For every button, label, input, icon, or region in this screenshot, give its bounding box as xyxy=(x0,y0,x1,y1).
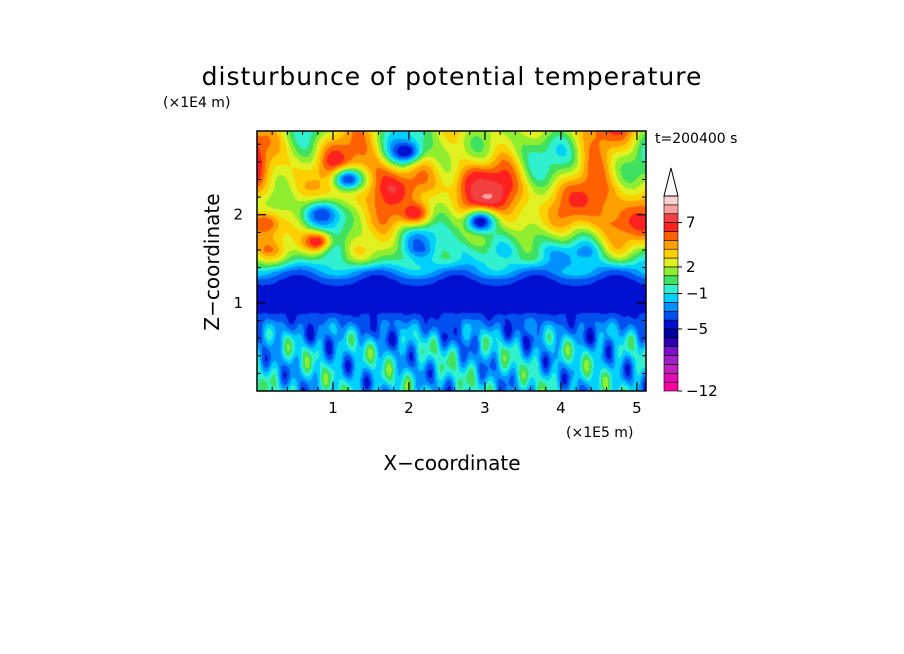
contour-field xyxy=(257,131,646,391)
x-tick-label: 5 xyxy=(632,399,642,417)
colorbar-segment xyxy=(663,240,679,250)
y-tick-label: 2 xyxy=(233,206,243,224)
colorbar-extend-arrow xyxy=(663,167,679,197)
colorbar-segment xyxy=(663,257,679,268)
colorbar-segment xyxy=(663,337,679,347)
plot-frame xyxy=(256,130,647,392)
colorbar-tick-label: −5 xyxy=(686,320,708,338)
y-axis-title: Z−coordinate xyxy=(200,193,224,330)
x-tick-label: 2 xyxy=(404,399,414,417)
colorbar-tick-label: −1 xyxy=(686,285,708,303)
colorbar-segment xyxy=(663,328,679,339)
plot-area: 1 2 3 4 5 1 2 xyxy=(233,130,647,417)
chart-title: disturbunce of potential temperature xyxy=(202,62,703,91)
x-tick-label: 4 xyxy=(556,399,566,417)
colorbar-segment xyxy=(663,310,679,321)
colorbar-segment xyxy=(663,266,679,277)
colorbar-tick-label: −12 xyxy=(686,382,718,400)
colorbar-segment xyxy=(663,381,679,392)
y-scale-label: (×1E4 m) xyxy=(163,95,230,111)
x-scale-label: (×1E5 m) xyxy=(566,425,633,441)
colorbar-segment xyxy=(663,293,679,303)
colorbar-tick-label: 2 xyxy=(686,258,696,276)
colorbar-segment xyxy=(663,302,679,312)
colorbar-segment xyxy=(663,231,679,241)
colorbar-segment xyxy=(663,248,679,259)
x-tick-label: 3 xyxy=(480,399,490,417)
colorbar: 7 2 −1 −5 −12 xyxy=(663,167,718,400)
colorbar-segment xyxy=(663,319,679,330)
colorbar-segment xyxy=(663,213,679,223)
colorbar-segment xyxy=(663,275,679,285)
time-label: t=200400 s xyxy=(655,131,737,147)
colorbar-segment xyxy=(663,195,679,206)
colorbar-segment xyxy=(663,372,679,383)
colorbar-segment xyxy=(663,222,679,232)
colorbar-segment xyxy=(663,204,679,215)
colorbar-segment xyxy=(663,355,679,365)
x-tick-label: 1 xyxy=(328,399,338,417)
colorbar-segment xyxy=(663,284,679,294)
colorbar-segment xyxy=(663,346,679,356)
colorbar-tick-label: 7 xyxy=(686,214,696,232)
colorbar-segment xyxy=(663,364,679,374)
y-tick-label: 1 xyxy=(233,294,243,312)
x-axis-title: X−coordinate xyxy=(383,451,520,475)
